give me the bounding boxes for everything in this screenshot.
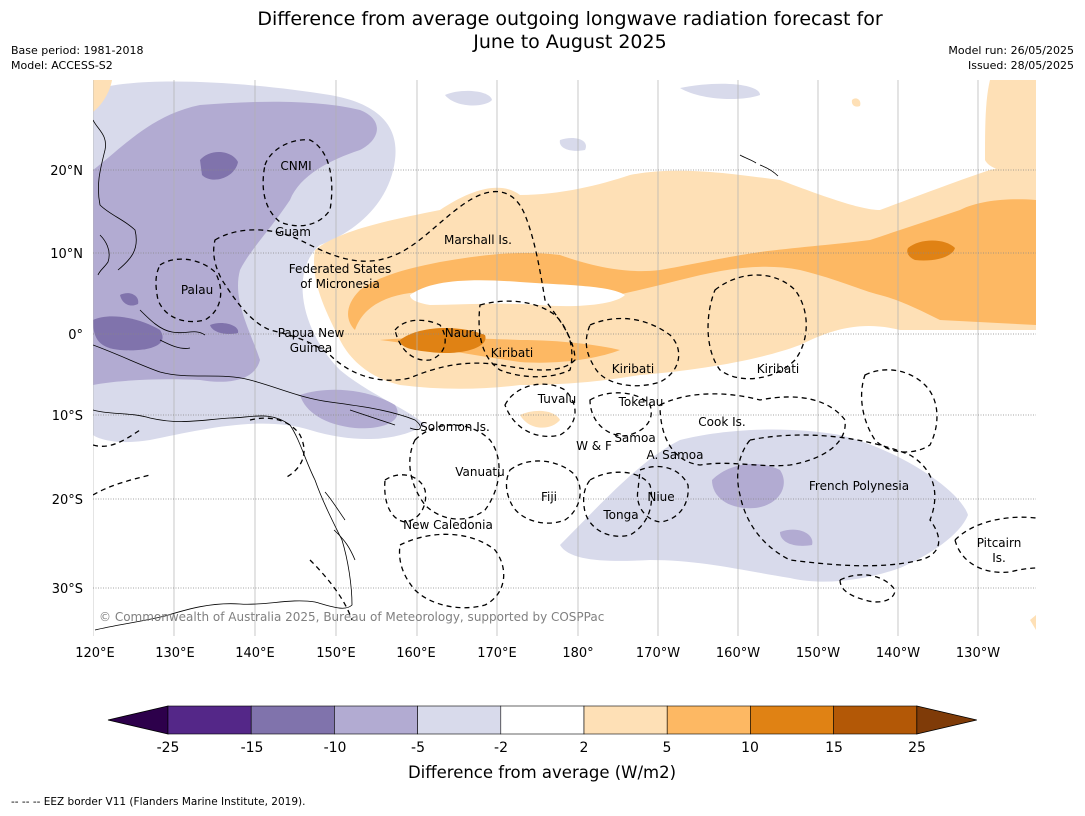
place-label: Kiribati <box>612 362 654 376</box>
graticule-parallels <box>93 169 1036 589</box>
lon-label: 170°E <box>477 646 517 661</box>
colorbar-swatch <box>334 705 418 735</box>
colorbar-tick-label: 5 <box>663 740 672 756</box>
lat-label: 20°S <box>52 493 83 508</box>
place-label: New Caledonia <box>403 518 493 532</box>
place-label: Pitcairn <box>977 536 1022 550</box>
lon-label: 130°E <box>155 646 195 661</box>
coastlines <box>93 119 779 631</box>
title-line-1: Difference from average outgoing longwav… <box>257 8 883 30</box>
colorbar-swatch <box>833 705 918 735</box>
lat-label: 0° <box>68 328 83 343</box>
colorbar-swatch <box>666 705 751 735</box>
lat-label: 20°N <box>50 164 83 179</box>
place-label: Tuvalu <box>537 392 577 406</box>
place-label: Tokelau <box>618 395 664 409</box>
lon-label: 120°E <box>75 646 115 661</box>
model-run-text: Model run: 26/05/2025 <box>948 44 1074 57</box>
lon-label: 160°W <box>716 646 760 661</box>
colorbar-tick-label: 15 <box>825 740 843 756</box>
place-label: Palau <box>181 283 213 297</box>
place-label: W & F <box>576 439 612 453</box>
longitude-labels: 120°E 130°E 140°E 150°E 160°E 170°E 180°… <box>75 646 1000 661</box>
colorbar-swatch <box>583 705 668 735</box>
eez-borders <box>93 139 1036 621</box>
colorbar-tick-label: -25 <box>157 740 180 756</box>
colorbar-tick-labels: -25 -15 -10 -5 -2 2 5 10 15 25 <box>157 740 926 756</box>
colorbar-swatch <box>167 705 252 735</box>
place-label: Guinea <box>290 341 333 355</box>
place-label: French Polynesia <box>809 479 909 493</box>
title-line-2: June to August 2025 <box>473 31 667 53</box>
colorbar-tick-label: 2 <box>580 740 589 756</box>
place-label: Guam <box>275 225 311 239</box>
graticule-meridians <box>93 80 979 636</box>
colorbar-extend-min <box>107 705 169 735</box>
place-label: Nauru <box>445 326 481 340</box>
place-label: Is. <box>992 551 1006 565</box>
colorbar-swatch <box>417 705 502 735</box>
place-label: CNMI <box>280 159 311 173</box>
colorbar-tick-label: -2 <box>494 740 508 756</box>
place-label: Solomon Is. <box>420 420 490 434</box>
place-label: Federated States <box>289 262 391 276</box>
place-label: Samoa <box>614 431 655 445</box>
lat-label: 10°N <box>50 247 83 262</box>
lon-label: 140°E <box>235 646 275 661</box>
chart-title: Difference from average outgoing longwav… <box>0 8 1085 54</box>
meta-left: Base period: 1981-2018 Model: ACCESS-S2 <box>11 43 143 73</box>
place-label: Kiribati <box>757 362 799 376</box>
lon-label: 160°E <box>396 646 436 661</box>
colorbar-swatch <box>250 705 335 735</box>
lon-label: 180° <box>562 646 593 661</box>
colorbar-label: Difference from average (W/m2) <box>408 763 676 782</box>
place-label: Niue <box>647 490 674 504</box>
lon-label: 130°W <box>956 646 1000 661</box>
place-label: A. Samoa <box>647 448 704 462</box>
lon-label: 150°E <box>316 646 356 661</box>
place-label: Marshall Is. <box>444 233 512 247</box>
colorbar-extend-max <box>916 705 977 735</box>
olr-anomaly-strong-negative <box>93 151 239 351</box>
colorbar <box>107 705 977 735</box>
place-labels: CNMI Guam Marshall Is. Federated States … <box>181 159 1021 565</box>
olr-anomaly-neutral-patch <box>410 280 625 307</box>
copyright-text: © Commonwealth of Australia 2025, Bureau… <box>99 610 604 624</box>
eez-footnote: -- -- -- EEZ border V11 (Flanders Marine… <box>11 796 306 808</box>
colorbar-tick-label: -5 <box>411 740 425 756</box>
place-label: Tonga <box>602 508 638 522</box>
latitude-labels: 20°N 10°N 0° 10°S 20°S 30°S <box>50 164 83 597</box>
place-label: Kiribati <box>491 346 533 360</box>
place-label: Cook Is. <box>698 415 745 429</box>
colorbar-tick-label: 25 <box>908 740 926 756</box>
issued-text: Issued: 28/05/2025 <box>967 59 1074 72</box>
lon-label: 150°W <box>796 646 840 661</box>
base-period-text: Base period: 1981-2018 <box>11 44 144 57</box>
place-label: of Micronesia <box>300 277 380 291</box>
place-label: Vanuatu <box>455 465 505 479</box>
colorbar-tick-label: -15 <box>241 740 264 756</box>
lat-label: 10°S <box>52 409 83 424</box>
place-label: Fiji <box>541 490 557 504</box>
lon-label: 170°W <box>636 646 680 661</box>
meta-right: Model run: 26/05/2025 Issued: 28/05/2025 <box>948 43 1074 73</box>
lon-label: 140°W <box>876 646 920 661</box>
model-text: Model: ACCESS-S2 <box>11 59 113 72</box>
colorbar-tick-label: 10 <box>741 740 759 756</box>
colorbar-tick-label: -10 <box>324 740 347 756</box>
map-area: CNMI Guam Marshall Is. Federated States … <box>93 80 1036 636</box>
lat-label: 30°S <box>52 582 83 597</box>
colorbar-swatch <box>500 705 585 735</box>
colorbar-swatch <box>750 705 834 735</box>
olr-anomaly-strong-positive <box>400 240 955 354</box>
place-label: Papua New <box>278 326 345 340</box>
